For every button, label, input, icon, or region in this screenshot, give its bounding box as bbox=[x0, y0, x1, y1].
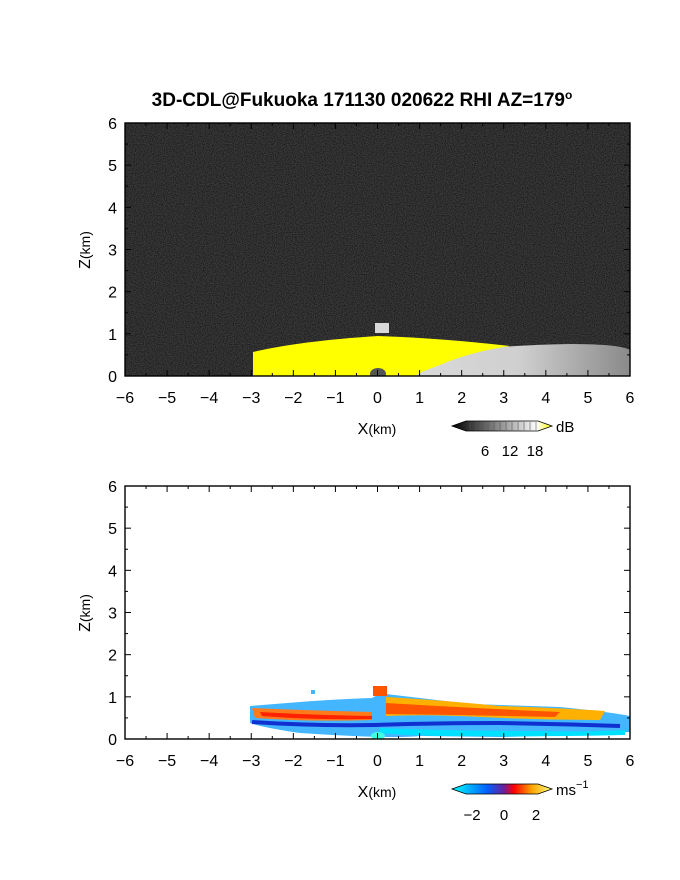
isolated-pixel bbox=[311, 690, 315, 694]
y-tick-label: 3 bbox=[108, 606, 117, 623]
y-tick-label: 3 bbox=[108, 243, 117, 260]
velocity-tick-2: 2 bbox=[532, 807, 540, 824]
x-tick-label: −2 bbox=[284, 390, 302, 407]
x-tick-label: −3 bbox=[242, 390, 260, 407]
top-x-axis-label: X(km) bbox=[358, 421, 397, 438]
left-positive-core bbox=[260, 712, 372, 720]
x-tick-label: −4 bbox=[200, 753, 218, 770]
bottom-y-axis-label: Z(km) bbox=[77, 594, 94, 632]
x-tick-label: 4 bbox=[541, 390, 550, 407]
x-tick-label: −6 bbox=[116, 390, 134, 407]
y-tick-label: 2 bbox=[108, 648, 117, 665]
x-tick-label: 3 bbox=[499, 753, 508, 770]
lower-negative-core bbox=[380, 728, 625, 737]
x-tick-label: 3 bbox=[499, 390, 508, 407]
yellow-echo bbox=[253, 336, 510, 376]
near-radar-plume bbox=[373, 686, 387, 696]
near-field-clutter bbox=[375, 323, 389, 333]
x-tick-label: 4 bbox=[541, 753, 550, 770]
velocity-colorbar-unit: ms−1 bbox=[556, 779, 589, 799]
x-tick-label: 6 bbox=[626, 753, 635, 770]
db-colorbar: dB 6 12 18 bbox=[450, 419, 574, 460]
y-tick-label: 1 bbox=[108, 690, 117, 707]
y-tick-label: 6 bbox=[108, 479, 117, 496]
bottom-x-axis-label: X(km) bbox=[358, 784, 397, 801]
top-y-axis-label: Z(km) bbox=[77, 231, 94, 269]
velocity-colorbar: ms−1 −2 0 2 bbox=[450, 779, 589, 824]
y-tick-label: 0 bbox=[108, 732, 117, 749]
y-tick-label: 6 bbox=[108, 116, 117, 133]
velocity-tick-0: −2 bbox=[463, 807, 480, 824]
bottom-axes: −6 −5 −4 −3 −2 −1 0 1 2 3 4 5 6 0 1 2 3 4 5 6 bbox=[108, 479, 634, 770]
db-tick-0: 6 bbox=[481, 443, 489, 460]
top-axes: −6 −5 −4 −3 −2 −1 0 1 2 3 4 5 6 0 1 2 3 4 5 6 bbox=[108, 116, 634, 407]
velocity-tick-1: 0 bbox=[500, 807, 508, 824]
x-tick-label: −5 bbox=[158, 753, 176, 770]
y-tick-label: 4 bbox=[108, 563, 117, 580]
db-tick-1: 12 bbox=[502, 443, 519, 460]
chart-title: 3D-CDL@Fukuoka 171130 020622 RHI AZ=179o bbox=[152, 88, 573, 111]
y-tick-label: 4 bbox=[108, 200, 117, 217]
y-tick-label: 5 bbox=[108, 521, 117, 538]
x-tick-label: 5 bbox=[583, 390, 592, 407]
x-tick-label: −4 bbox=[200, 390, 218, 407]
x-tick-label: 6 bbox=[626, 390, 635, 407]
upper-positive-core bbox=[386, 703, 560, 717]
y-tick-label: 0 bbox=[108, 369, 117, 386]
velocity-panel: −6 −5 −4 −3 −2 −1 0 1 2 3 4 5 6 0 1 2 3 4 5 6 X(km) Z(km) m… bbox=[77, 479, 635, 824]
x-tick-label: 2 bbox=[457, 390, 466, 407]
x-tick-label: 1 bbox=[415, 753, 424, 770]
x-tick-label: 0 bbox=[373, 390, 382, 407]
x-tick-label: −1 bbox=[326, 390, 344, 407]
y-tick-label: 1 bbox=[108, 327, 117, 344]
noise-texture bbox=[125, 123, 630, 376]
x-tick-label: −6 bbox=[116, 753, 134, 770]
x-tick-label: −2 bbox=[284, 753, 302, 770]
x-tick-label: 1 bbox=[415, 390, 424, 407]
shear-line bbox=[251, 720, 621, 728]
x-tick-label: 5 bbox=[583, 753, 592, 770]
x-tick-label: −3 bbox=[242, 753, 260, 770]
x-tick-label: 0 bbox=[373, 753, 382, 770]
x-tick-label: −1 bbox=[326, 753, 344, 770]
x-tick-label: −5 bbox=[158, 390, 176, 407]
x-tick-label: 2 bbox=[457, 753, 466, 770]
db-colorbar-unit: dB bbox=[556, 419, 574, 436]
db-tick-2: 18 bbox=[527, 443, 544, 460]
y-tick-label: 2 bbox=[108, 285, 117, 302]
y-tick-label: 5 bbox=[108, 158, 117, 175]
